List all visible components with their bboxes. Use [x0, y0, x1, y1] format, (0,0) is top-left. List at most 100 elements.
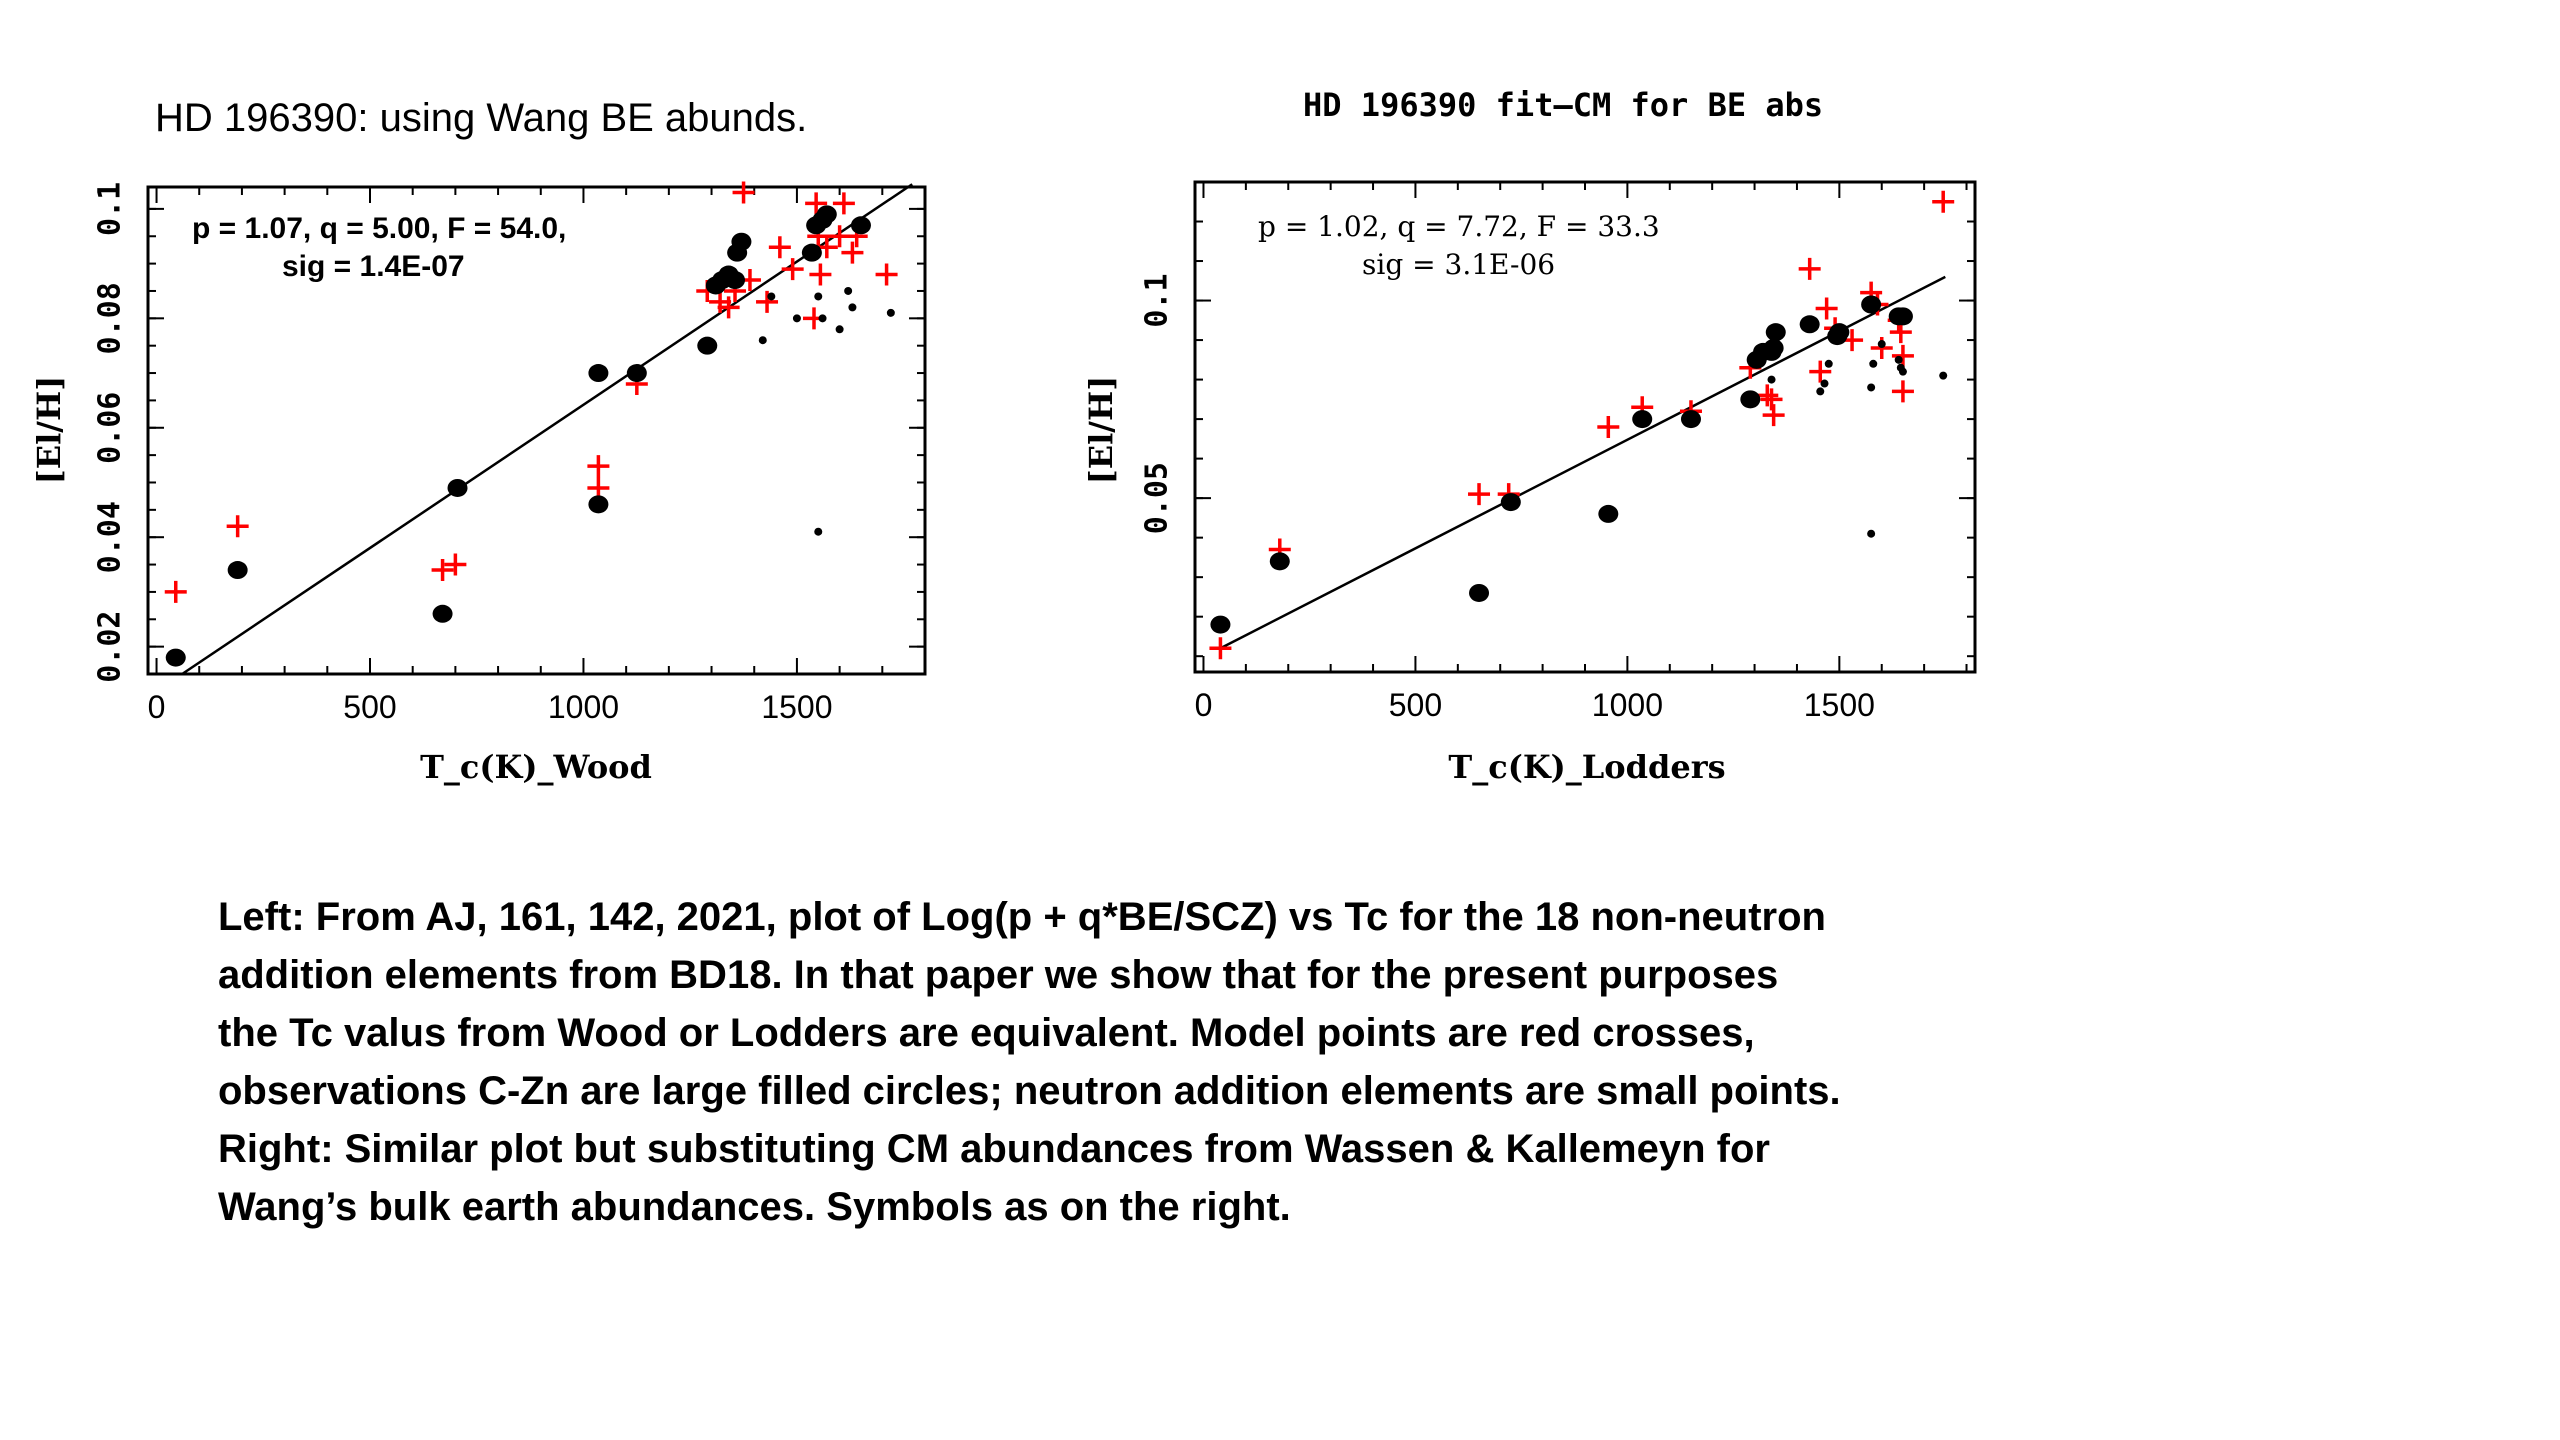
x-tick-label: 500	[1389, 687, 1442, 723]
left-chart-title: HD 196390: using Wang BE abunds.	[155, 96, 808, 140]
model-cross-point	[444, 553, 467, 576]
plot-frame	[1193, 180, 1977, 674]
neutron-element-point	[1867, 383, 1876, 392]
observation-point	[850, 216, 871, 235]
x-tick-label: 500	[343, 689, 396, 725]
sigma-text: sig = 3.1E-06	[1362, 248, 1555, 281]
right-chart-title: HD 196390 fit—CM for BE abs	[1303, 86, 1824, 124]
observation-point	[588, 364, 609, 383]
observation-point	[801, 243, 822, 262]
observation-point	[1632, 410, 1653, 429]
caption-line: the Tc valus from Wood or Lodders are eq…	[218, 1011, 1755, 1055]
observation-point	[1598, 504, 1619, 523]
observation-point	[731, 232, 752, 251]
x-tick-label: 1000	[1592, 687, 1663, 723]
neutron-element-point	[767, 292, 776, 301]
model-cross-point	[875, 263, 898, 286]
model-cross-point	[587, 455, 610, 478]
neutron-element-point	[886, 308, 895, 317]
x-axis-label: T_c(K)_Lodders	[1448, 748, 1725, 786]
neutron-element-point	[792, 314, 801, 323]
charts-area: 0 500 1000 1500 0.02 0.04 0.06 0.08 0.1 T_c(K)_Wo…	[30, 180, 1977, 786]
model-cross-point	[164, 580, 187, 603]
observation-point	[432, 604, 453, 623]
model-cross-point	[1209, 637, 1232, 660]
observation-point	[1740, 390, 1761, 409]
observation-point	[1829, 323, 1850, 342]
neutron-element-point	[1939, 371, 1948, 380]
model-cross-point	[1891, 344, 1914, 367]
neutron-element-point	[814, 292, 823, 301]
model-cross-point	[1815, 297, 1838, 320]
observation-point	[725, 271, 746, 290]
model-cross-point	[431, 559, 454, 582]
neutron-element-point	[1877, 340, 1886, 349]
model-cross-point	[781, 258, 804, 281]
observation-point	[1892, 307, 1913, 326]
model-cross-point	[809, 263, 832, 286]
observation-point	[1861, 295, 1882, 314]
caption-line: addition elements from BD18. In that pap…	[218, 953, 1779, 997]
model-cross-point	[1597, 416, 1620, 438]
observation-point	[1763, 338, 1784, 357]
model-cross-point	[1760, 388, 1783, 411]
observation-point	[697, 336, 718, 355]
x-tick-label: 1000	[548, 689, 619, 725]
model-cross-point	[1798, 257, 1821, 280]
neutron-element-point	[835, 325, 844, 334]
neutron-element-point	[1894, 355, 1903, 364]
observation-point	[1469, 583, 1490, 602]
model-cross-point	[805, 192, 828, 215]
model-cross-point	[732, 181, 755, 204]
fit-parameters-text: p = 1.02, q = 7.72, F = 33.3	[1258, 210, 1660, 243]
neutron-element-point	[1869, 359, 1878, 368]
model-cross-point	[756, 290, 779, 313]
neutron-element-point	[1820, 379, 1829, 388]
observation-point	[447, 478, 468, 497]
model-cross-point	[717, 296, 740, 319]
y-tick-label: 0.05	[1140, 462, 1175, 534]
neutron-element-point	[814, 527, 823, 536]
neutron-element-point	[1824, 359, 1833, 368]
y-axis-label: [El/H]	[30, 376, 68, 485]
fit-line	[181, 183, 913, 676]
observation-point	[227, 561, 248, 580]
observation-point	[816, 205, 837, 224]
neutron-element-point	[1816, 387, 1825, 396]
y-tick-label: 0.1	[1140, 273, 1175, 327]
observation-point	[1799, 315, 1820, 334]
model-cross-point	[768, 236, 791, 259]
model-cross-point	[841, 241, 864, 264]
neutron-element-point	[1898, 367, 1907, 376]
model-cross-point	[1756, 384, 1779, 407]
observation-point	[1680, 410, 1701, 429]
observation-point	[1210, 615, 1231, 634]
observation-point	[626, 364, 647, 383]
fit-line	[1219, 275, 1946, 650]
observation-point	[1269, 552, 1290, 571]
model-cross-point	[587, 476, 610, 499]
caption: Left: From AJ, 161, 142, 2021, plot of L…	[218, 888, 2018, 1236]
sigma-text: sig = 1.4E-07	[282, 250, 465, 283]
x-tick-label: 0	[148, 689, 166, 725]
observation-point	[1765, 323, 1786, 342]
fit-parameters-text: p = 1.07, q = 5.00, F = 54.0,	[192, 212, 566, 245]
model-cross-point	[226, 515, 249, 538]
y-tick-label: 0.02	[93, 611, 128, 683]
y-tick-label: 0.08	[93, 282, 128, 354]
x-tick-label: 1500	[1804, 687, 1875, 723]
x-tick-label: 1500	[761, 689, 832, 725]
observation-point	[1500, 493, 1521, 512]
caption-line: observations C-Zn are large filled circl…	[218, 1069, 1841, 1113]
model-cross-point	[1468, 483, 1491, 506]
y-tick-label: 0.06	[93, 392, 128, 464]
model-cross-point	[1809, 360, 1832, 383]
neutron-element-point	[1767, 375, 1776, 384]
observation-point	[588, 495, 609, 514]
neutron-element-point	[844, 286, 853, 295]
model-cross-point	[832, 192, 855, 215]
y-tick-label: 0.04	[93, 501, 128, 573]
caption-line: Left: From AJ, 161, 142, 2021, plot of L…	[218, 895, 1826, 939]
x-tick-label: 0	[1195, 687, 1213, 723]
plot-frame	[146, 185, 927, 676]
